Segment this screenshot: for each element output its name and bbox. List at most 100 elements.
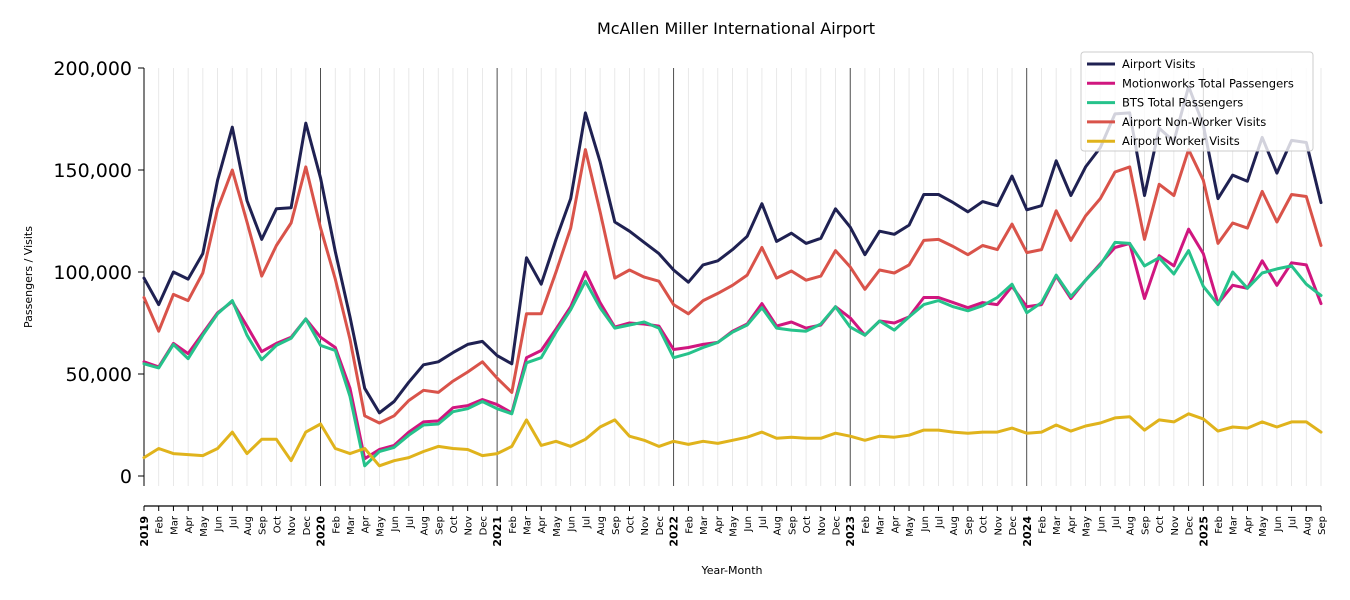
legend-entry: Airport Worker Visits bbox=[1122, 134, 1240, 148]
y-axis: 0 50,000 100,000 150,000 200,000 bbox=[53, 58, 145, 488]
x-tick-label: Apr bbox=[184, 515, 195, 533]
x-tick-label: Oct bbox=[272, 516, 283, 533]
x-tick-label: May bbox=[199, 516, 210, 537]
x-tick-label: Aug bbox=[420, 516, 431, 536]
x-tick-label: May bbox=[375, 516, 386, 537]
x-tick-label: Sep bbox=[1140, 516, 1151, 535]
x-tick-label: Dec bbox=[831, 516, 842, 535]
x-tick-label: Jun bbox=[743, 516, 754, 533]
x-axis-label: Year-Month bbox=[700, 564, 762, 577]
monthly-grid bbox=[143, 68, 1322, 486]
x-tick-label: May bbox=[1082, 516, 1093, 537]
x-tick-label: Jul bbox=[934, 516, 945, 529]
x-tick-label: Dec bbox=[478, 516, 489, 535]
x-tick-label: Feb bbox=[861, 516, 872, 534]
y-tick-label: 200,000 bbox=[53, 58, 132, 80]
x-tick-label: Feb bbox=[155, 516, 166, 534]
x-tick-label: May bbox=[1258, 516, 1269, 537]
x-tick-label: Aug bbox=[949, 516, 960, 536]
x-tick-label: Jun bbox=[214, 516, 225, 533]
legend-entry: Airport Visits bbox=[1122, 57, 1196, 71]
x-tick-label: 2019 bbox=[138, 516, 151, 547]
x-tick-label: Mar bbox=[523, 515, 534, 535]
x-tick-label: Aug bbox=[1126, 516, 1137, 536]
x-tick-label: Jul bbox=[1111, 516, 1122, 529]
x-tick-label: Sep bbox=[964, 516, 975, 535]
x-tick-label: Mar bbox=[699, 515, 710, 535]
y-axis-label: Passengers / Visits bbox=[22, 226, 35, 328]
legend-entry: Motionworks Total Passengers bbox=[1122, 76, 1294, 90]
x-tick-label: Mar bbox=[1229, 515, 1240, 535]
x-tick-label: Sep bbox=[434, 516, 445, 535]
x-tick-label: 2024 bbox=[1021, 516, 1034, 547]
x-tick-label: 2020 bbox=[315, 516, 328, 547]
y-tick-label: 50,000 bbox=[66, 364, 132, 386]
y-tick-label: 150,000 bbox=[53, 160, 132, 182]
x-tick-label: Feb bbox=[1214, 516, 1225, 534]
x-tick-label: Mar bbox=[1052, 515, 1063, 535]
x-axis: 2019 Feb Mar Apr May Jun Jul Aug Sep Oct Nov Dec 202… bbox=[138, 505, 1328, 547]
x-tick-label: 2025 bbox=[1197, 516, 1210, 547]
x-tick-label: Oct bbox=[979, 516, 990, 533]
x-tick-label: Nov bbox=[464, 516, 475, 536]
x-tick-label: Aug bbox=[773, 516, 784, 536]
x-tick-label: Sep bbox=[611, 516, 622, 535]
x-tick-label: Apr bbox=[714, 515, 725, 533]
legend: Airport Visits Motionworks Total Passenge… bbox=[1080, 51, 1314, 152]
x-tick-label: Dec bbox=[1185, 516, 1196, 535]
legend-box bbox=[1080, 51, 1314, 152]
x-tick-label: Feb bbox=[1037, 516, 1048, 534]
x-tick-label: Nov bbox=[287, 516, 298, 536]
x-tick-label: Nov bbox=[817, 516, 828, 536]
x-tick-label: Aug bbox=[243, 516, 254, 536]
y-tick-label: 0 bbox=[120, 466, 132, 488]
x-tick-label: Apr bbox=[1243, 515, 1254, 533]
x-tick-label: Apr bbox=[1067, 515, 1078, 533]
x-tick-label: 2023 bbox=[844, 516, 857, 547]
x-tick-label: Jun bbox=[1096, 516, 1107, 533]
x-tick-label: Mar bbox=[876, 515, 887, 535]
x-tick-label: May bbox=[729, 516, 740, 537]
x-tick-label: May bbox=[905, 516, 916, 537]
x-tick-label: Sep bbox=[787, 516, 798, 535]
x-tick-label: Dec bbox=[302, 516, 313, 535]
x-tick-label: Nov bbox=[993, 516, 1004, 536]
y-tick-label: 100,000 bbox=[53, 262, 132, 284]
x-tick-label: Jun bbox=[920, 516, 931, 533]
x-tick-label: Jul bbox=[228, 516, 239, 529]
legend-entry: Airport Non-Worker Visits bbox=[1122, 115, 1266, 129]
x-tick-label: Jul bbox=[581, 516, 592, 529]
x-tick-label: Mar bbox=[346, 515, 357, 535]
x-tick-label: Nov bbox=[640, 516, 651, 536]
x-tick-label: Apr bbox=[537, 515, 548, 533]
x-tick-label: Feb bbox=[331, 516, 342, 534]
x-tick-label: Jun bbox=[390, 516, 401, 533]
x-tick-label: Dec bbox=[655, 516, 666, 535]
x-tick-label: Jul bbox=[405, 516, 416, 529]
x-tick-label: Aug bbox=[596, 516, 607, 536]
x-tick-label: Nov bbox=[1170, 516, 1181, 536]
x-tick-label: Mar bbox=[169, 515, 180, 535]
x-tick-label: Oct bbox=[1155, 516, 1166, 533]
x-tick-label: Jul bbox=[1288, 516, 1299, 529]
x-tick-label: May bbox=[552, 516, 563, 537]
x-tick-label: 2022 bbox=[668, 516, 681, 547]
series-line-airport-non-worker-visits bbox=[142, 148, 1323, 425]
x-tick-label: Oct bbox=[449, 516, 460, 533]
x-tick-label: Jul bbox=[758, 516, 769, 529]
legend-entry: BTS Total Passengers bbox=[1122, 96, 1243, 110]
x-tick-label: Sep bbox=[1317, 516, 1328, 535]
x-tick-label: Apr bbox=[890, 515, 901, 533]
x-tick-label: Oct bbox=[802, 516, 813, 533]
x-tick-label: 2021 bbox=[491, 516, 504, 547]
x-tick-label: Feb bbox=[508, 516, 519, 534]
x-tick-label: Jun bbox=[567, 516, 578, 533]
series-line-bts-total-passengers bbox=[142, 240, 1323, 468]
x-tick-label: Apr bbox=[361, 515, 372, 533]
x-tick-label: Dec bbox=[1008, 516, 1019, 535]
series-line-airport-worker-visits bbox=[142, 412, 1323, 468]
x-tick-label: Sep bbox=[258, 516, 269, 535]
x-tick-label: Aug bbox=[1302, 516, 1313, 536]
chart-title: McAllen Miller International Airport bbox=[597, 19, 875, 38]
